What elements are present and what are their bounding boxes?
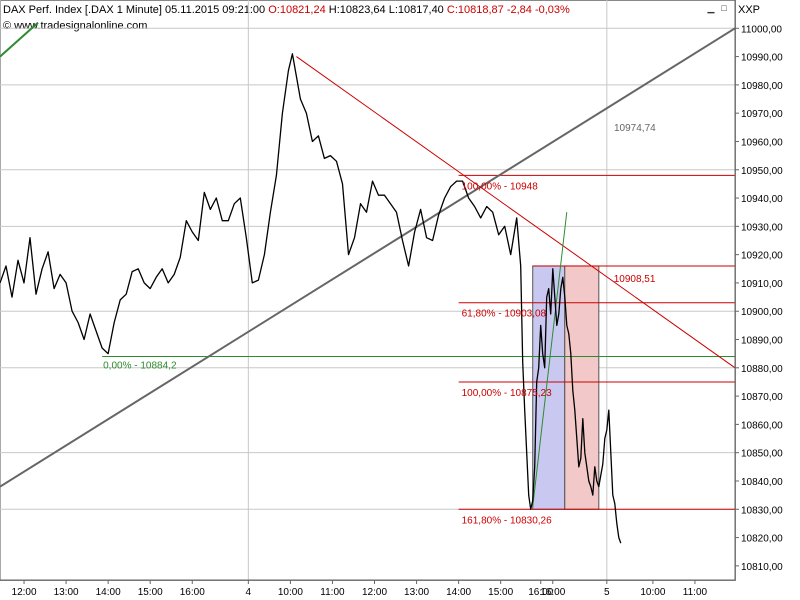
- x-tick-label: 14:00: [96, 587, 121, 598]
- y-axis: 10810,00 10820,00 10830,00 10840,00 10850,00…: [734, 0, 783, 580]
- x-tick-label: 15:00: [138, 587, 163, 598]
- ohlc-open-label: O:: [268, 4, 280, 16]
- support-level-label: 0,00% - 10884,2: [103, 360, 177, 371]
- y-tick-label: 10850,00: [741, 449, 783, 460]
- minimize-icon[interactable]: ▁: [707, 3, 715, 13]
- trendline-value-label: 10974,74: [614, 123, 656, 134]
- ohlc-low-value: 10817,40: [397, 4, 444, 16]
- header-line: DAX Perf. Index [.DAX 1 Minute] 05.11.20…: [3, 4, 570, 16]
- x-tick-label: 16:00: [540, 587, 565, 598]
- x-tick-label: 11:00: [320, 587, 345, 598]
- y-tick-label: 10950,00: [741, 166, 783, 177]
- x-tick-label: 16:00: [528, 587, 553, 598]
- y-tick-label: 10830,00: [741, 505, 783, 516]
- fib-level-label: 61,80% - 10903,08: [462, 309, 547, 320]
- change-percent: -0,03%: [534, 4, 570, 16]
- x-tick-label: 11:00: [683, 587, 708, 598]
- x-tick-label: 5: [604, 587, 610, 598]
- ohlc-high-value: 10823,64: [339, 4, 386, 16]
- price-line: [0, 53, 622, 544]
- y-tick-label: 10980,00: [741, 81, 783, 92]
- x-tick-label: 12:00: [12, 587, 37, 598]
- y-tick-label: 10990,00: [741, 53, 783, 64]
- y-tick-label: 10810,00: [741, 562, 783, 573]
- fib-level-label: 100,00% - 10948: [462, 181, 539, 192]
- y-tick-label: 10820,00: [741, 534, 783, 545]
- y-tick-label: 10890,00: [741, 336, 783, 347]
- copyright-text: © www.tradesignalonline.com: [3, 20, 148, 32]
- symbol-text: DAX Perf. Index [.DAX 1 Minute] 05.11.20…: [3, 4, 266, 16]
- ohlc-close-label: C:: [446, 4, 458, 16]
- trendline-support: [532, 212, 568, 507]
- y-tick-label: 10930,00: [741, 222, 783, 233]
- ohlc-high-label: H:: [328, 4, 340, 16]
- y-tick-label: 10920,00: [741, 251, 783, 262]
- y-tick-label: 10870,00: [741, 392, 783, 403]
- y-tick-label: 10900,00: [741, 307, 783, 318]
- y-tick-label: 10960,00: [741, 137, 783, 148]
- y-tick-label: 10840,00: [741, 477, 783, 488]
- price-series: [0, 53, 622, 544]
- x-tick-label: 10:00: [278, 587, 303, 598]
- y-tick-label: 11000,00: [741, 24, 782, 35]
- scale-label: XXP: [738, 4, 761, 16]
- chart-header: DAX Perf. Index [.DAX 1 Minute] 05.11.20…: [0, 0, 735, 32]
- y-tick-label: 10860,00: [741, 420, 783, 431]
- fib-level-label: 161,80% - 10830,26: [462, 515, 553, 526]
- x-tick-label: 13:00: [54, 587, 79, 598]
- trendline-trendline: [0, 27, 736, 488]
- y-tick-label: 10880,00: [741, 364, 783, 375]
- restore-icon[interactable]: □: [721, 3, 727, 13]
- x-axis: 12:00 13:00 14:00 15:00 16:00 4 10:00 11:00 12:0…: [0, 579, 735, 598]
- x-tick-label: 15:00: [488, 587, 513, 598]
- y-tick-label: 10970,00: [741, 109, 783, 120]
- x-tick-label: 16:00: [180, 587, 205, 598]
- ohlc-close-value: 10818,87: [457, 4, 504, 16]
- drawing-lines: [0, 21, 736, 510]
- chart-labels: 100,00% - 10948 61,80% - 10903,08 100,00% …: [103, 123, 656, 526]
- high-marker-label: 10908,51: [614, 274, 656, 285]
- x-tick-label: 12:00: [362, 587, 387, 598]
- x-tick-label: 10:00: [640, 587, 665, 598]
- x-tick-label: 13:00: [404, 587, 429, 598]
- ohlc-open-value: 10821,24: [279, 4, 326, 16]
- x-tick-label: 4: [246, 587, 252, 598]
- fib-level-label: 100,00% - 10875,23: [462, 388, 553, 399]
- trendline-resistance: [296, 56, 736, 369]
- x-tick-label: 14:00: [446, 587, 471, 598]
- trendline-support: [0, 21, 39, 58]
- y-tick-label: 10910,00: [741, 279, 783, 290]
- change-value: -2,84: [506, 4, 532, 16]
- y-tick-label: 10940,00: [741, 194, 783, 205]
- ohlc-low-label: L:: [388, 4, 398, 16]
